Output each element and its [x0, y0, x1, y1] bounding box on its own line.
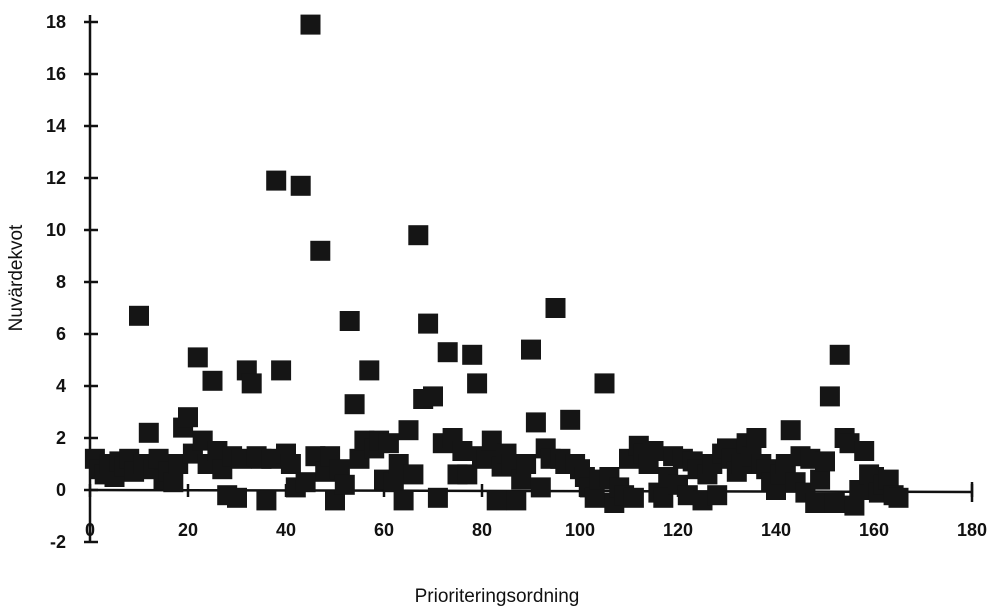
data-point [516, 454, 537, 474]
data-point [560, 409, 581, 430]
y-tick-label: -2 [50, 532, 66, 552]
data-point [707, 485, 728, 506]
x-tick-label: 160 [859, 520, 889, 540]
data-point [310, 240, 331, 261]
data-point [241, 373, 262, 394]
data-point [824, 493, 845, 513]
x-tick-label: 140 [761, 520, 791, 540]
y-tick-label: 10 [46, 220, 66, 240]
data-point [437, 342, 458, 363]
data-point [545, 298, 566, 318]
data-point [462, 344, 483, 365]
data-point [325, 490, 345, 511]
data-point [486, 490, 507, 511]
data-points [84, 14, 909, 516]
data-point [408, 225, 429, 246]
data-point [256, 490, 277, 511]
x-tick-label: 100 [565, 520, 595, 540]
y-tick-label: 8 [56, 272, 66, 292]
data-point [780, 420, 801, 441]
data-point [888, 487, 909, 508]
data-point [227, 487, 247, 508]
data-point [266, 170, 287, 191]
data-point [643, 441, 664, 461]
data-point [129, 305, 149, 326]
data-point [187, 347, 208, 368]
data-point [594, 373, 615, 394]
y-axis-title: Nuvärdekvot [6, 224, 27, 331]
data-point [383, 472, 404, 493]
y-ticks: -2 0 2 4 6 8 10 12 14 16 18 [46, 12, 98, 552]
y-tick-label: 16 [46, 64, 66, 84]
data-point [844, 495, 865, 516]
data-point [398, 420, 419, 441]
data-point [805, 493, 826, 513]
data-point [810, 469, 831, 490]
y-tick-label: 18 [46, 12, 66, 32]
data-point [829, 344, 850, 365]
data-point [878, 469, 899, 490]
data-point [423, 386, 443, 407]
x-tick-label: 40 [276, 520, 296, 540]
y-tick-label: 12 [46, 168, 66, 188]
data-point [418, 313, 439, 334]
y-tick-label: 2 [56, 428, 66, 448]
y-tick-label: 4 [56, 376, 66, 396]
x-tick-label: 60 [374, 520, 394, 540]
data-point [452, 441, 473, 461]
x-tick-label: 0 [85, 520, 95, 540]
x-axis-title: Prioriteringsordning [415, 586, 580, 607]
x-tick-label: 180 [957, 520, 987, 540]
data-point [815, 451, 835, 472]
data-point [329, 459, 350, 480]
data-point [457, 464, 478, 485]
data-point [290, 175, 311, 196]
data-point [766, 480, 786, 500]
data-point [530, 477, 551, 498]
data-point [403, 464, 424, 485]
data-point [819, 386, 840, 407]
data-point [334, 474, 355, 495]
data-point [138, 422, 159, 443]
data-point [393, 490, 414, 511]
data-point [280, 454, 301, 474]
data-point [623, 487, 644, 508]
data-point [511, 469, 532, 490]
data-point [506, 490, 527, 511]
data-point [295, 472, 316, 493]
data-point [163, 472, 184, 493]
data-point [339, 311, 360, 331]
data-point [300, 14, 321, 35]
data-point [525, 412, 546, 433]
data-point [584, 487, 605, 508]
y-tick-label: 14 [46, 116, 66, 136]
x-tick-label: 80 [472, 520, 492, 540]
data-point [854, 441, 875, 461]
y-tick-label: 0 [56, 480, 66, 500]
x-tick-label: 120 [663, 520, 693, 540]
data-point [344, 394, 365, 415]
data-point [427, 487, 448, 508]
data-point [359, 360, 380, 381]
data-point [746, 428, 767, 448]
data-point [378, 433, 399, 454]
data-point [521, 339, 541, 360]
x-tick-label: 20 [178, 520, 198, 540]
data-point [271, 360, 292, 381]
data-point [202, 370, 223, 391]
data-point [467, 373, 488, 394]
data-point [178, 407, 198, 428]
y-tick-label: 6 [56, 324, 66, 344]
